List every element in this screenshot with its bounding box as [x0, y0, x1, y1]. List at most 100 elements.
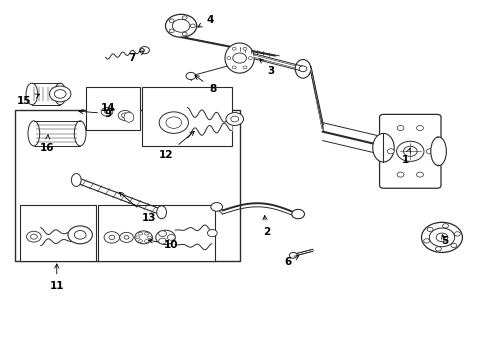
- Ellipse shape: [450, 243, 456, 248]
- Text: 12: 12: [159, 131, 194, 160]
- Ellipse shape: [426, 149, 432, 154]
- Ellipse shape: [299, 66, 306, 72]
- Ellipse shape: [139, 232, 142, 235]
- Bar: [98, 205, 215, 261]
- Ellipse shape: [49, 86, 71, 102]
- Ellipse shape: [169, 29, 174, 33]
- Ellipse shape: [136, 236, 140, 239]
- Ellipse shape: [190, 24, 195, 28]
- Ellipse shape: [30, 234, 37, 239]
- Ellipse shape: [172, 19, 189, 32]
- Ellipse shape: [74, 121, 86, 146]
- Ellipse shape: [118, 111, 132, 121]
- Ellipse shape: [109, 235, 115, 239]
- Ellipse shape: [225, 113, 243, 126]
- Ellipse shape: [427, 227, 432, 231]
- Text: 4: 4: [198, 15, 214, 27]
- Text: 10: 10: [148, 239, 178, 249]
- Ellipse shape: [248, 57, 252, 59]
- Ellipse shape: [226, 57, 230, 59]
- Ellipse shape: [139, 240, 142, 243]
- Text: 8: 8: [195, 76, 216, 94]
- Text: 2: 2: [262, 216, 269, 237]
- Ellipse shape: [435, 247, 441, 251]
- Ellipse shape: [156, 230, 175, 244]
- Ellipse shape: [232, 53, 246, 63]
- Bar: [86, 87, 140, 130]
- Ellipse shape: [68, 226, 92, 244]
- Ellipse shape: [182, 32, 187, 36]
- Ellipse shape: [295, 59, 310, 78]
- Ellipse shape: [291, 210, 304, 219]
- Ellipse shape: [224, 43, 254, 73]
- Bar: [15, 110, 239, 261]
- Ellipse shape: [167, 234, 175, 240]
- Ellipse shape: [71, 174, 81, 186]
- Ellipse shape: [182, 16, 187, 19]
- Ellipse shape: [416, 172, 423, 177]
- Ellipse shape: [416, 126, 423, 131]
- Ellipse shape: [144, 240, 148, 243]
- Ellipse shape: [230, 116, 238, 122]
- Ellipse shape: [396, 172, 403, 177]
- Ellipse shape: [26, 83, 38, 105]
- Text: 7: 7: [128, 51, 144, 63]
- Ellipse shape: [396, 141, 423, 161]
- Ellipse shape: [453, 232, 459, 236]
- Ellipse shape: [435, 233, 447, 242]
- Ellipse shape: [289, 252, 297, 258]
- Ellipse shape: [158, 231, 166, 237]
- Text: 3: 3: [259, 59, 274, 76]
- Ellipse shape: [243, 66, 246, 69]
- Ellipse shape: [124, 235, 129, 239]
- Ellipse shape: [74, 230, 86, 239]
- Ellipse shape: [54, 83, 66, 105]
- Ellipse shape: [403, 146, 416, 156]
- Ellipse shape: [372, 134, 393, 162]
- Text: 6: 6: [284, 256, 298, 267]
- Text: 9: 9: [79, 109, 111, 119]
- Ellipse shape: [135, 231, 152, 244]
- Text: 15: 15: [17, 94, 40, 106]
- Ellipse shape: [165, 14, 196, 37]
- Ellipse shape: [207, 229, 217, 237]
- Ellipse shape: [396, 126, 403, 131]
- Ellipse shape: [140, 46, 149, 54]
- Ellipse shape: [28, 121, 40, 146]
- Ellipse shape: [104, 231, 120, 243]
- Ellipse shape: [120, 232, 133, 242]
- Text: 14: 14: [101, 103, 115, 113]
- Ellipse shape: [158, 238, 166, 244]
- Ellipse shape: [243, 47, 246, 50]
- Text: 13: 13: [119, 192, 156, 222]
- Ellipse shape: [165, 117, 181, 129]
- Ellipse shape: [122, 113, 128, 118]
- Text: 16: 16: [40, 135, 54, 153]
- Ellipse shape: [169, 19, 174, 23]
- Text: 1: 1: [401, 148, 409, 165]
- Ellipse shape: [185, 72, 195, 80]
- Ellipse shape: [157, 206, 166, 219]
- Ellipse shape: [421, 222, 462, 252]
- Bar: [20, 205, 96, 261]
- Ellipse shape: [101, 108, 113, 116]
- Ellipse shape: [232, 47, 236, 50]
- Ellipse shape: [430, 137, 446, 166]
- Ellipse shape: [232, 66, 236, 69]
- Ellipse shape: [210, 203, 222, 211]
- Ellipse shape: [26, 231, 41, 242]
- Text: 5: 5: [440, 235, 447, 246]
- Ellipse shape: [104, 110, 109, 114]
- Ellipse shape: [147, 236, 151, 239]
- Text: 11: 11: [49, 264, 64, 291]
- Ellipse shape: [124, 112, 134, 122]
- Ellipse shape: [386, 149, 393, 154]
- FancyBboxPatch shape: [379, 114, 440, 188]
- Ellipse shape: [423, 239, 428, 243]
- Ellipse shape: [159, 112, 188, 134]
- Ellipse shape: [442, 224, 447, 228]
- Bar: [142, 87, 232, 146]
- Ellipse shape: [54, 90, 66, 98]
- Ellipse shape: [428, 228, 454, 247]
- Ellipse shape: [144, 232, 148, 235]
